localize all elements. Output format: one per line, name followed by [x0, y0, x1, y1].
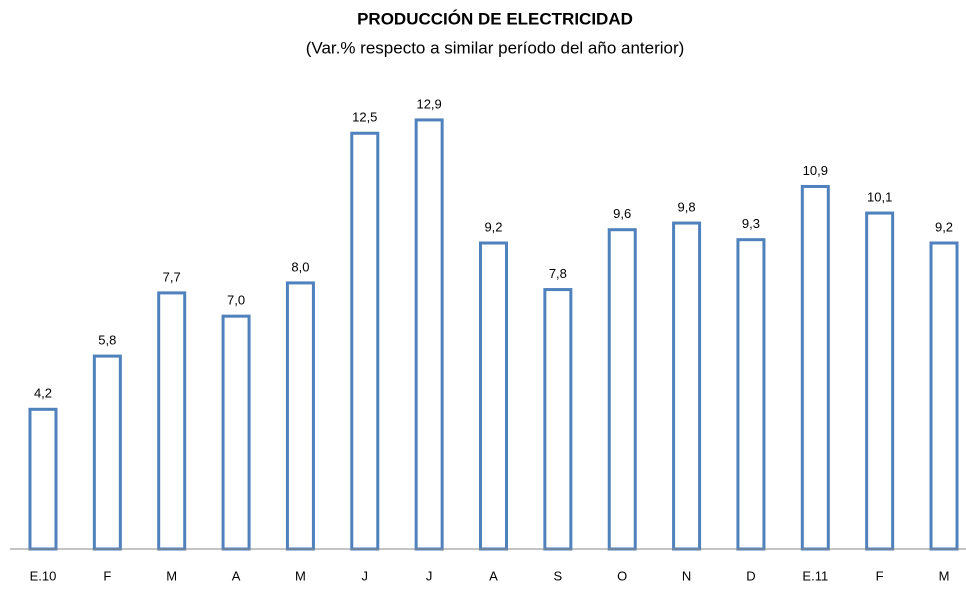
data-label: 7,0	[227, 293, 245, 308]
x-tick-label: M	[295, 568, 306, 583]
data-label: 7,8	[549, 266, 567, 281]
x-tick-label: O	[617, 568, 627, 583]
bar	[672, 221, 702, 551]
data-label: 9,2	[484, 219, 502, 234]
x-tick-label: E.10	[30, 568, 57, 583]
x-tick-label: M	[939, 568, 950, 583]
bar	[414, 118, 444, 551]
data-label: 5,8	[98, 333, 116, 348]
data-label: 10,9	[803, 163, 828, 178]
x-tick-label: F	[103, 568, 111, 583]
x-tick-label: A	[232, 568, 241, 583]
bar	[350, 131, 380, 551]
chart-subtitle: (Var.% respecto a similar período del añ…	[306, 38, 685, 57]
data-label: 9,6	[613, 206, 631, 221]
data-label: 9,3	[742, 216, 760, 231]
x-tick-label: M	[166, 568, 177, 583]
bar	[929, 241, 959, 551]
x-tick-label: F	[876, 568, 884, 583]
bar	[479, 241, 508, 551]
x-tick-label: D	[746, 568, 755, 583]
x-tick-label: J	[426, 568, 433, 583]
data-label: 9,2	[935, 219, 953, 234]
chart-title: PRODUCCIÓN DE ELECTRICIDAD	[357, 9, 633, 28]
bar	[736, 238, 766, 551]
bar	[285, 281, 315, 551]
data-label: 9,8	[678, 199, 696, 214]
data-label: 12,9	[416, 96, 441, 111]
x-tick-label: J	[362, 568, 369, 583]
data-label: 12,5	[352, 110, 377, 125]
bar	[543, 288, 573, 551]
bar	[28, 407, 58, 551]
bar	[221, 314, 251, 551]
bar	[800, 184, 830, 551]
bar	[865, 211, 895, 551]
data-label: 7,7	[163, 269, 181, 284]
x-tick-label: A	[489, 568, 498, 583]
bar	[607, 228, 637, 551]
x-tick-label: E.11	[802, 568, 828, 583]
data-label: 10,1	[867, 190, 892, 205]
x-tick-label: S	[554, 568, 563, 583]
bar	[92, 354, 122, 551]
bar	[157, 291, 187, 551]
data-label: 4,2	[34, 386, 52, 401]
x-tick-label: N	[682, 568, 691, 583]
data-label: 8,0	[291, 259, 309, 274]
